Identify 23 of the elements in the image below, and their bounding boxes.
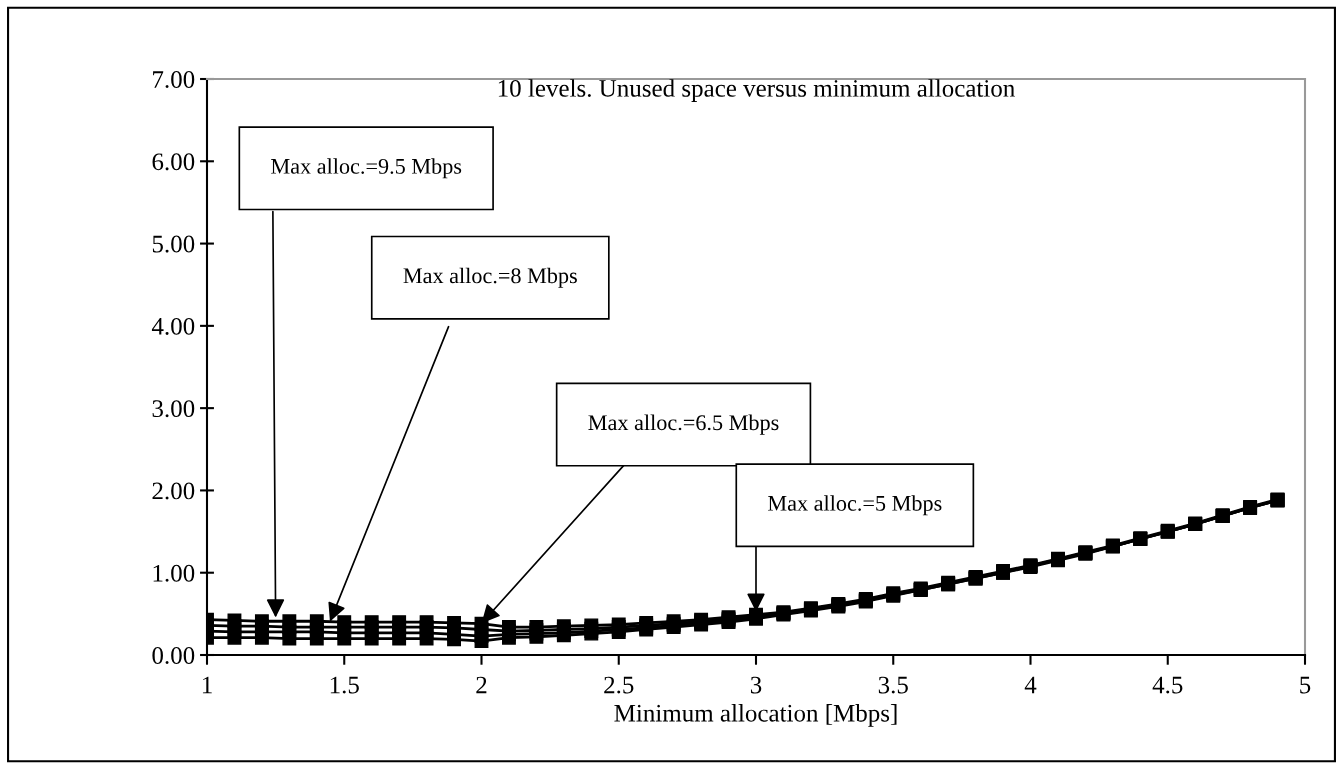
x-tick-label: 5 xyxy=(1300,676,1311,694)
y-tick-label: 5.00 xyxy=(152,235,195,253)
annotation: Max alloc.=9.5 Mbps xyxy=(271,158,462,179)
annotation: Max alloc.=6.5 Mbps xyxy=(588,414,779,435)
y-tick-label: 6.00 xyxy=(152,153,195,171)
x-tick-label: 4.5 xyxy=(1152,676,1183,694)
x-tick-label: 4 xyxy=(1024,676,1037,694)
x-tick-label: 1 xyxy=(202,676,212,694)
x-tick-label: 3 xyxy=(750,676,762,694)
x-tick-label: 2.5 xyxy=(604,676,634,694)
x-tick-label: 3.5 xyxy=(878,676,908,694)
x-tick-label: 2 xyxy=(476,676,487,694)
y-tick-label: 0.00 xyxy=(152,647,195,665)
x-axis-title: Minimum allocation [Mbps] xyxy=(614,704,897,727)
y-tick-label: 3.00 xyxy=(152,400,195,418)
chart-title: 10 levels. Unused space versus minimum allocation xyxy=(498,79,1015,102)
y-tick-label: 1.00 xyxy=(153,564,195,582)
y-tick-label: 7.00 xyxy=(153,71,195,89)
x-tick-label: 1.5 xyxy=(330,676,359,694)
annotation: Max alloc.=8 Mbps xyxy=(403,267,577,288)
annotation: Max alloc.=5 Mbps xyxy=(768,495,942,516)
y-tick-label: 4.00 xyxy=(151,317,195,335)
y-tick-label: 2.00 xyxy=(152,482,195,500)
